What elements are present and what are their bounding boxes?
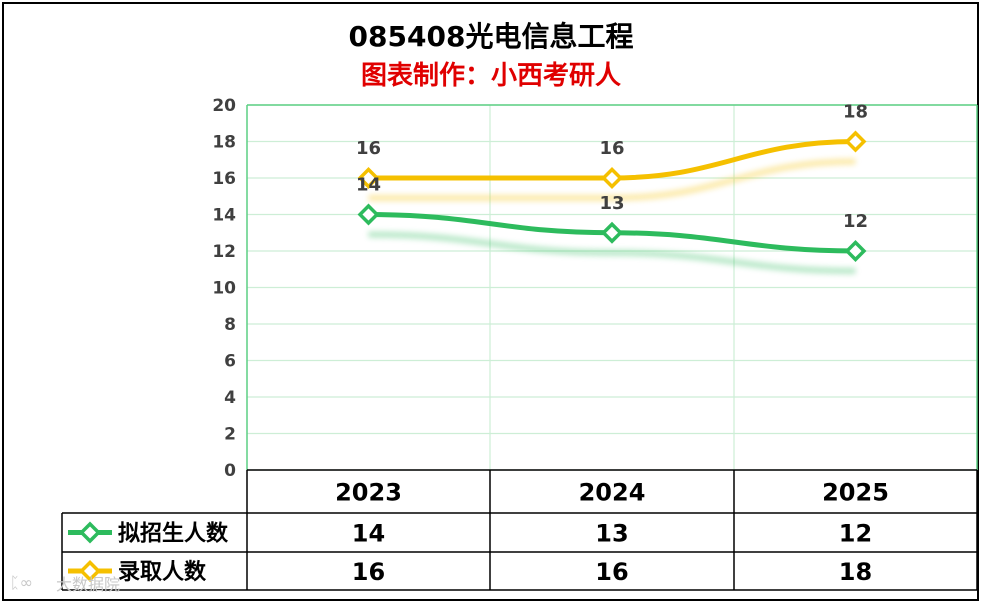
watermark-text: 大数据院: [56, 575, 120, 594]
data-table: 2023 2024 2025 拟招生人数 14 13 12 录取人数 16 16 18: [61, 469, 978, 591]
y-tick-label: 8: [224, 315, 236, 335]
table-value: 12: [839, 520, 872, 548]
chart-title: 085408光电信息工程: [349, 20, 634, 53]
y-tick-label: 6: [224, 352, 236, 372]
data-label: 16: [599, 138, 624, 159]
data-label: 16: [356, 138, 381, 159]
y-tick-label: 20: [212, 96, 236, 116]
y-tick-label: 12: [212, 242, 236, 262]
data-point: [844, 130, 867, 153]
y-axis-ticks: 0 2 4 6 8 10 12 14 16 18 20: [212, 96, 236, 481]
y-tick-label: 2: [224, 425, 236, 445]
series-shadow-1: [368, 158, 856, 202]
series-shadows: [368, 158, 856, 274]
table-value: 13: [595, 520, 628, 548]
x-category-label: 2025: [822, 479, 889, 507]
gridlines: [246, 104, 978, 471]
chart-subtitle: 图表制作：小西考研人: [361, 61, 621, 91]
series-name: 录取人数: [118, 559, 207, 585]
table-value: 18: [839, 558, 872, 586]
x-category-label: 2023: [335, 479, 402, 507]
legend-marker: [79, 521, 101, 544]
data-label: 18: [843, 102, 868, 123]
data-labels: 14 13 12 16 16 18: [356, 102, 868, 233]
data-point: [601, 221, 623, 244]
series-shadow-0: [368, 231, 856, 274]
y-tick-label: 0: [224, 461, 236, 481]
table-value: 16: [595, 558, 628, 586]
x-category-label: 2024: [579, 479, 646, 507]
data-label: 13: [599, 193, 624, 214]
y-tick-label: 4: [224, 388, 236, 408]
data-label: 14: [356, 175, 381, 196]
data-point: [357, 167, 380, 189]
y-tick-label: 18: [212, 133, 236, 153]
y-tick-label: 14: [212, 206, 236, 226]
y-tick-label: 16: [212, 169, 236, 189]
watermark-logo-icon: ᛈ∞: [10, 573, 33, 592]
data-point: [601, 167, 623, 189]
table-value: 14: [352, 520, 385, 548]
series-name: 拟招生人数: [118, 521, 229, 547]
legend-marker: [79, 560, 101, 582]
data-label: 12: [843, 211, 868, 232]
table-value: 16: [352, 558, 385, 586]
data-point: [357, 203, 380, 226]
y-tick-label: 10: [212, 279, 236, 299]
series-points: [357, 130, 867, 262]
watermark: ᛈ∞ 大数据院: [10, 573, 120, 594]
data-point: [844, 240, 867, 262]
